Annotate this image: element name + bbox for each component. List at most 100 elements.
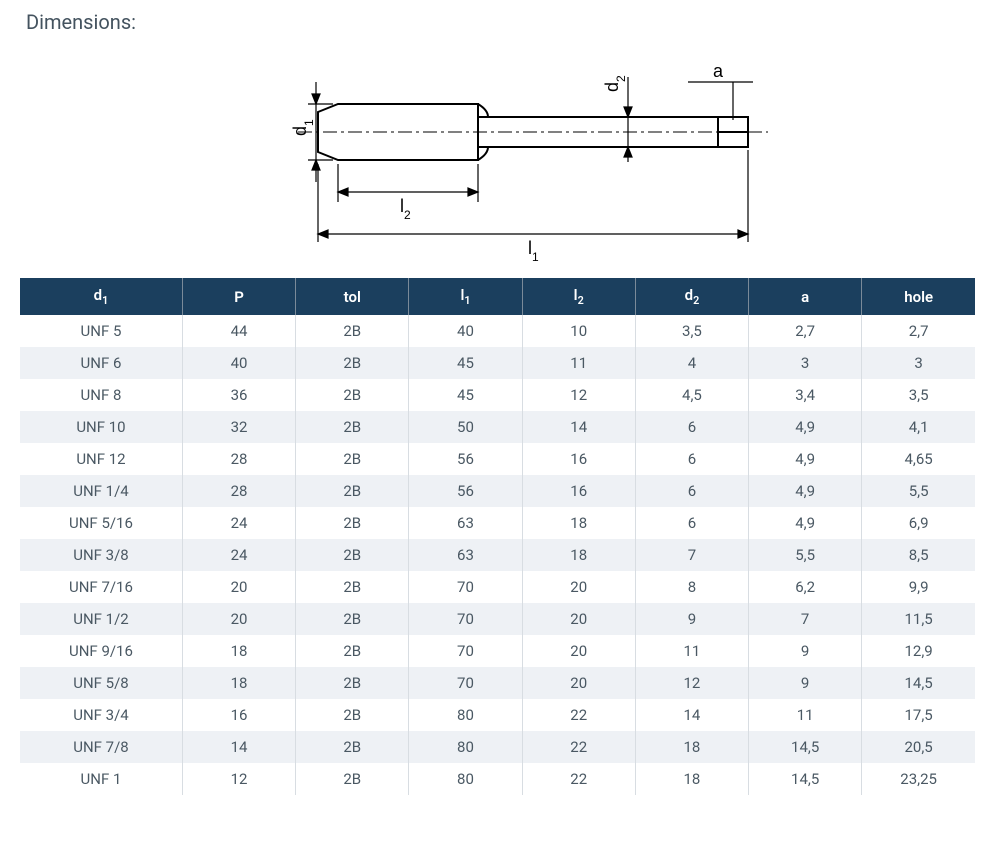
table-cell: 6,9 (862, 507, 975, 539)
table-cell: 20,5 (862, 731, 975, 763)
col-d1: d1 (20, 278, 182, 315)
table-cell: UNF 7/8 (20, 731, 182, 763)
table-cell: 11 (635, 635, 748, 667)
table-cell: 18 (635, 731, 748, 763)
table-cell: 12 (182, 763, 295, 795)
table-cell: 16 (522, 475, 635, 507)
label-a: a (713, 61, 724, 81)
table-cell: 11 (522, 347, 635, 379)
table-cell: 6,2 (749, 571, 862, 603)
table-cell: 32 (182, 411, 295, 443)
label-d1: d (290, 126, 310, 136)
table-cell: 22 (522, 731, 635, 763)
table-cell: UNF 3/8 (20, 539, 182, 571)
table-row: UNF 1/2202B70209711,5 (20, 603, 975, 635)
table-cell: 63 (409, 539, 522, 571)
table-header: d1Ptoll1l2d2ahole (20, 278, 975, 315)
table-cell: UNF 5 (20, 315, 182, 347)
table-cell: 8,5 (862, 539, 975, 571)
table-cell: 3,4 (749, 379, 862, 411)
col-l1: l1 (409, 278, 522, 315)
table-cell: 6 (635, 411, 748, 443)
table-cell: 4 (635, 347, 748, 379)
table-cell: 16 (182, 699, 295, 731)
table-cell: 2B (296, 635, 409, 667)
table-cell: 2B (296, 699, 409, 731)
table-cell: 2B (296, 507, 409, 539)
table-cell: 18 (182, 635, 295, 667)
svg-text:l1: l1 (528, 238, 539, 262)
table-cell: 14,5 (749, 763, 862, 795)
table-cell: 4,9 (749, 411, 862, 443)
dimensions-table: d1Ptoll1l2d2ahole UNF 5442B40103,52,72,7… (20, 278, 975, 795)
table-row: UNF 10322B501464,94,1 (20, 411, 975, 443)
table-cell: 80 (409, 763, 522, 795)
tool-diagram: d1 d2 a (198, 42, 798, 266)
table-cell: 4,9 (749, 507, 862, 539)
table-cell: 10 (522, 315, 635, 347)
table-cell: 24 (182, 539, 295, 571)
table-cell: 2B (296, 539, 409, 571)
table-cell: 12,9 (862, 635, 975, 667)
table-cell: 18 (522, 539, 635, 571)
table-row: UNF 3/4162B8022141117,5 (20, 699, 975, 731)
table-cell: UNF 12 (20, 443, 182, 475)
table-cell: 2B (296, 411, 409, 443)
table-cell: UNF 1/4 (20, 475, 182, 507)
table-cell: 7 (749, 603, 862, 635)
table-cell: 20 (522, 635, 635, 667)
table-cell: 4,65 (862, 443, 975, 475)
table-cell: 4,1 (862, 411, 975, 443)
table-cell: 36 (182, 379, 295, 411)
table-cell: UNF 9/16 (20, 635, 182, 667)
table-cell: UNF 5/16 (20, 507, 182, 539)
diagram-container: d1 d2 a (20, 42, 975, 266)
table-cell: 22 (522, 699, 635, 731)
table-cell: 44 (182, 315, 295, 347)
table-cell: 2B (296, 315, 409, 347)
table-cell: UNF 8 (20, 379, 182, 411)
table-row: UNF 7/16202B702086,29,9 (20, 571, 975, 603)
table-row: UNF 1122B80221814,523,25 (20, 763, 975, 795)
table-row: UNF 8362B45124,53,43,5 (20, 379, 975, 411)
table-cell: 9 (749, 635, 862, 667)
table-cell: 16 (522, 443, 635, 475)
table-cell: 14 (522, 411, 635, 443)
table-cell: 5,5 (749, 539, 862, 571)
col-l2: l2 (522, 278, 635, 315)
table-row: UNF 3/8242B631875,58,5 (20, 539, 975, 571)
table-row: UNF 9/16182B702011912,9 (20, 635, 975, 667)
table-cell: 2B (296, 347, 409, 379)
table-cell: 6 (635, 507, 748, 539)
table-cell: 2B (296, 667, 409, 699)
table-cell: 9 (749, 667, 862, 699)
table-cell: 5,5 (862, 475, 975, 507)
table-cell: 56 (409, 443, 522, 475)
section-title: Dimensions: (26, 10, 975, 34)
table-cell: 20 (182, 603, 295, 635)
table-cell: 7 (635, 539, 748, 571)
table-cell: 3,5 (862, 379, 975, 411)
col-d2: d2 (635, 278, 748, 315)
table-cell: 2,7 (862, 315, 975, 347)
table-cell: 2,7 (749, 315, 862, 347)
table-cell: 6 (635, 475, 748, 507)
table-cell: UNF 7/16 (20, 571, 182, 603)
table-cell: 8 (635, 571, 748, 603)
table-row: UNF 5/16242B631864,96,9 (20, 507, 975, 539)
table-cell: 70 (409, 571, 522, 603)
table-cell: UNF 5/8 (20, 667, 182, 699)
svg-text:d2: d2 (602, 75, 628, 92)
table-cell: 20 (522, 571, 635, 603)
table-cell: 28 (182, 443, 295, 475)
table-cell: UNF 10 (20, 411, 182, 443)
col-tol: tol (296, 278, 409, 315)
table-cell: 70 (409, 603, 522, 635)
table-cell: 2B (296, 475, 409, 507)
table-cell: 45 (409, 379, 522, 411)
table-cell: 70 (409, 635, 522, 667)
table-cell: 17,5 (862, 699, 975, 731)
table-cell: 12 (522, 379, 635, 411)
table-cell: 2B (296, 571, 409, 603)
table-cell: 14 (182, 731, 295, 763)
